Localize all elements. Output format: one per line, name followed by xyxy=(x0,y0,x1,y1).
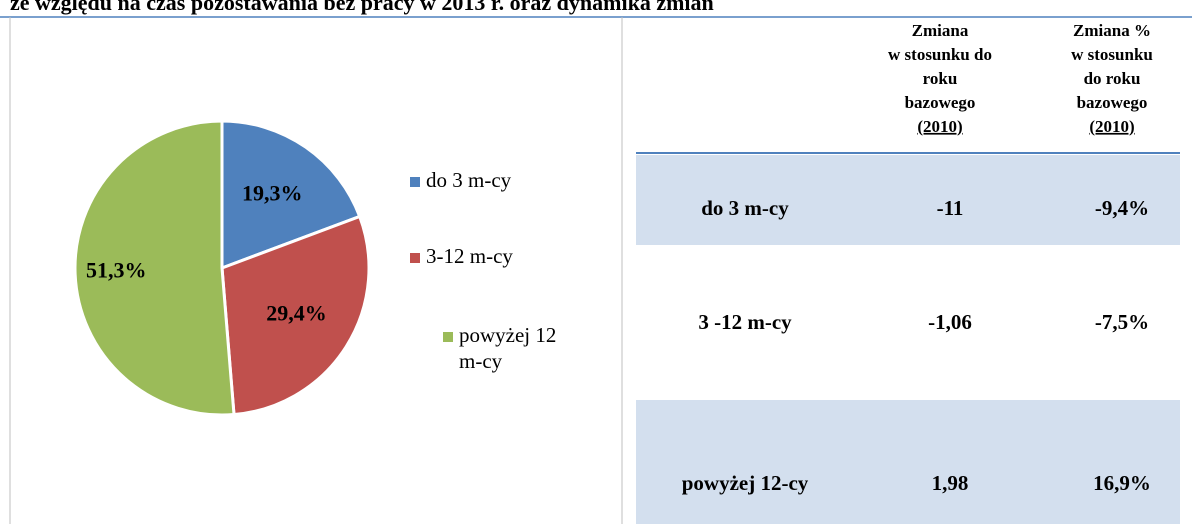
legend-swatch xyxy=(410,177,420,187)
row-bg xyxy=(636,155,1180,245)
slice-label: 29,4% xyxy=(266,300,327,325)
table-cell: 16,9% xyxy=(1093,471,1151,495)
header-cell: roku xyxy=(923,69,958,88)
legend-label: powyżej 12 m-cy xyxy=(459,323,556,373)
legend-swatch xyxy=(443,332,453,342)
header-cell: bazowego xyxy=(1077,93,1148,112)
row-bg xyxy=(636,400,1180,524)
table-cell: -11 xyxy=(937,196,964,220)
pie-slice xyxy=(220,214,371,417)
legend-label: 3-12 m-cy xyxy=(426,244,513,268)
table-cell: do 3 m-cy xyxy=(701,196,789,220)
pie-slice xyxy=(220,119,362,271)
slice-label: 19,3% xyxy=(242,181,303,206)
pie-slice xyxy=(73,119,236,417)
table-cell: -9,4% xyxy=(1095,196,1149,220)
header-cell: (2010) xyxy=(1089,117,1134,136)
table-cell: -7,5% xyxy=(1095,310,1149,334)
header-cell: (2010) xyxy=(917,117,962,136)
table-cell: -1,06 xyxy=(928,310,972,334)
legend-label: do 3 m-cy xyxy=(426,168,512,192)
table-cell: 1,98 xyxy=(932,471,969,495)
slice-label: 51,3% xyxy=(86,257,147,282)
legend-swatch xyxy=(410,253,420,263)
table-cell: powyżej 12-cy xyxy=(682,471,809,495)
title: ze względu na czas pozostawania bez prac… xyxy=(10,0,714,15)
table-cell: 3 -12 m-cy xyxy=(698,310,792,334)
header-cell: Zmiana xyxy=(912,21,969,40)
header-cell: bazowego xyxy=(905,93,976,112)
header-cell: do roku xyxy=(1084,69,1141,88)
header-cell: Zmiana % xyxy=(1073,21,1151,40)
header-cell: w stosunku xyxy=(1071,45,1153,64)
header-cell: w stosunku do xyxy=(888,45,992,64)
